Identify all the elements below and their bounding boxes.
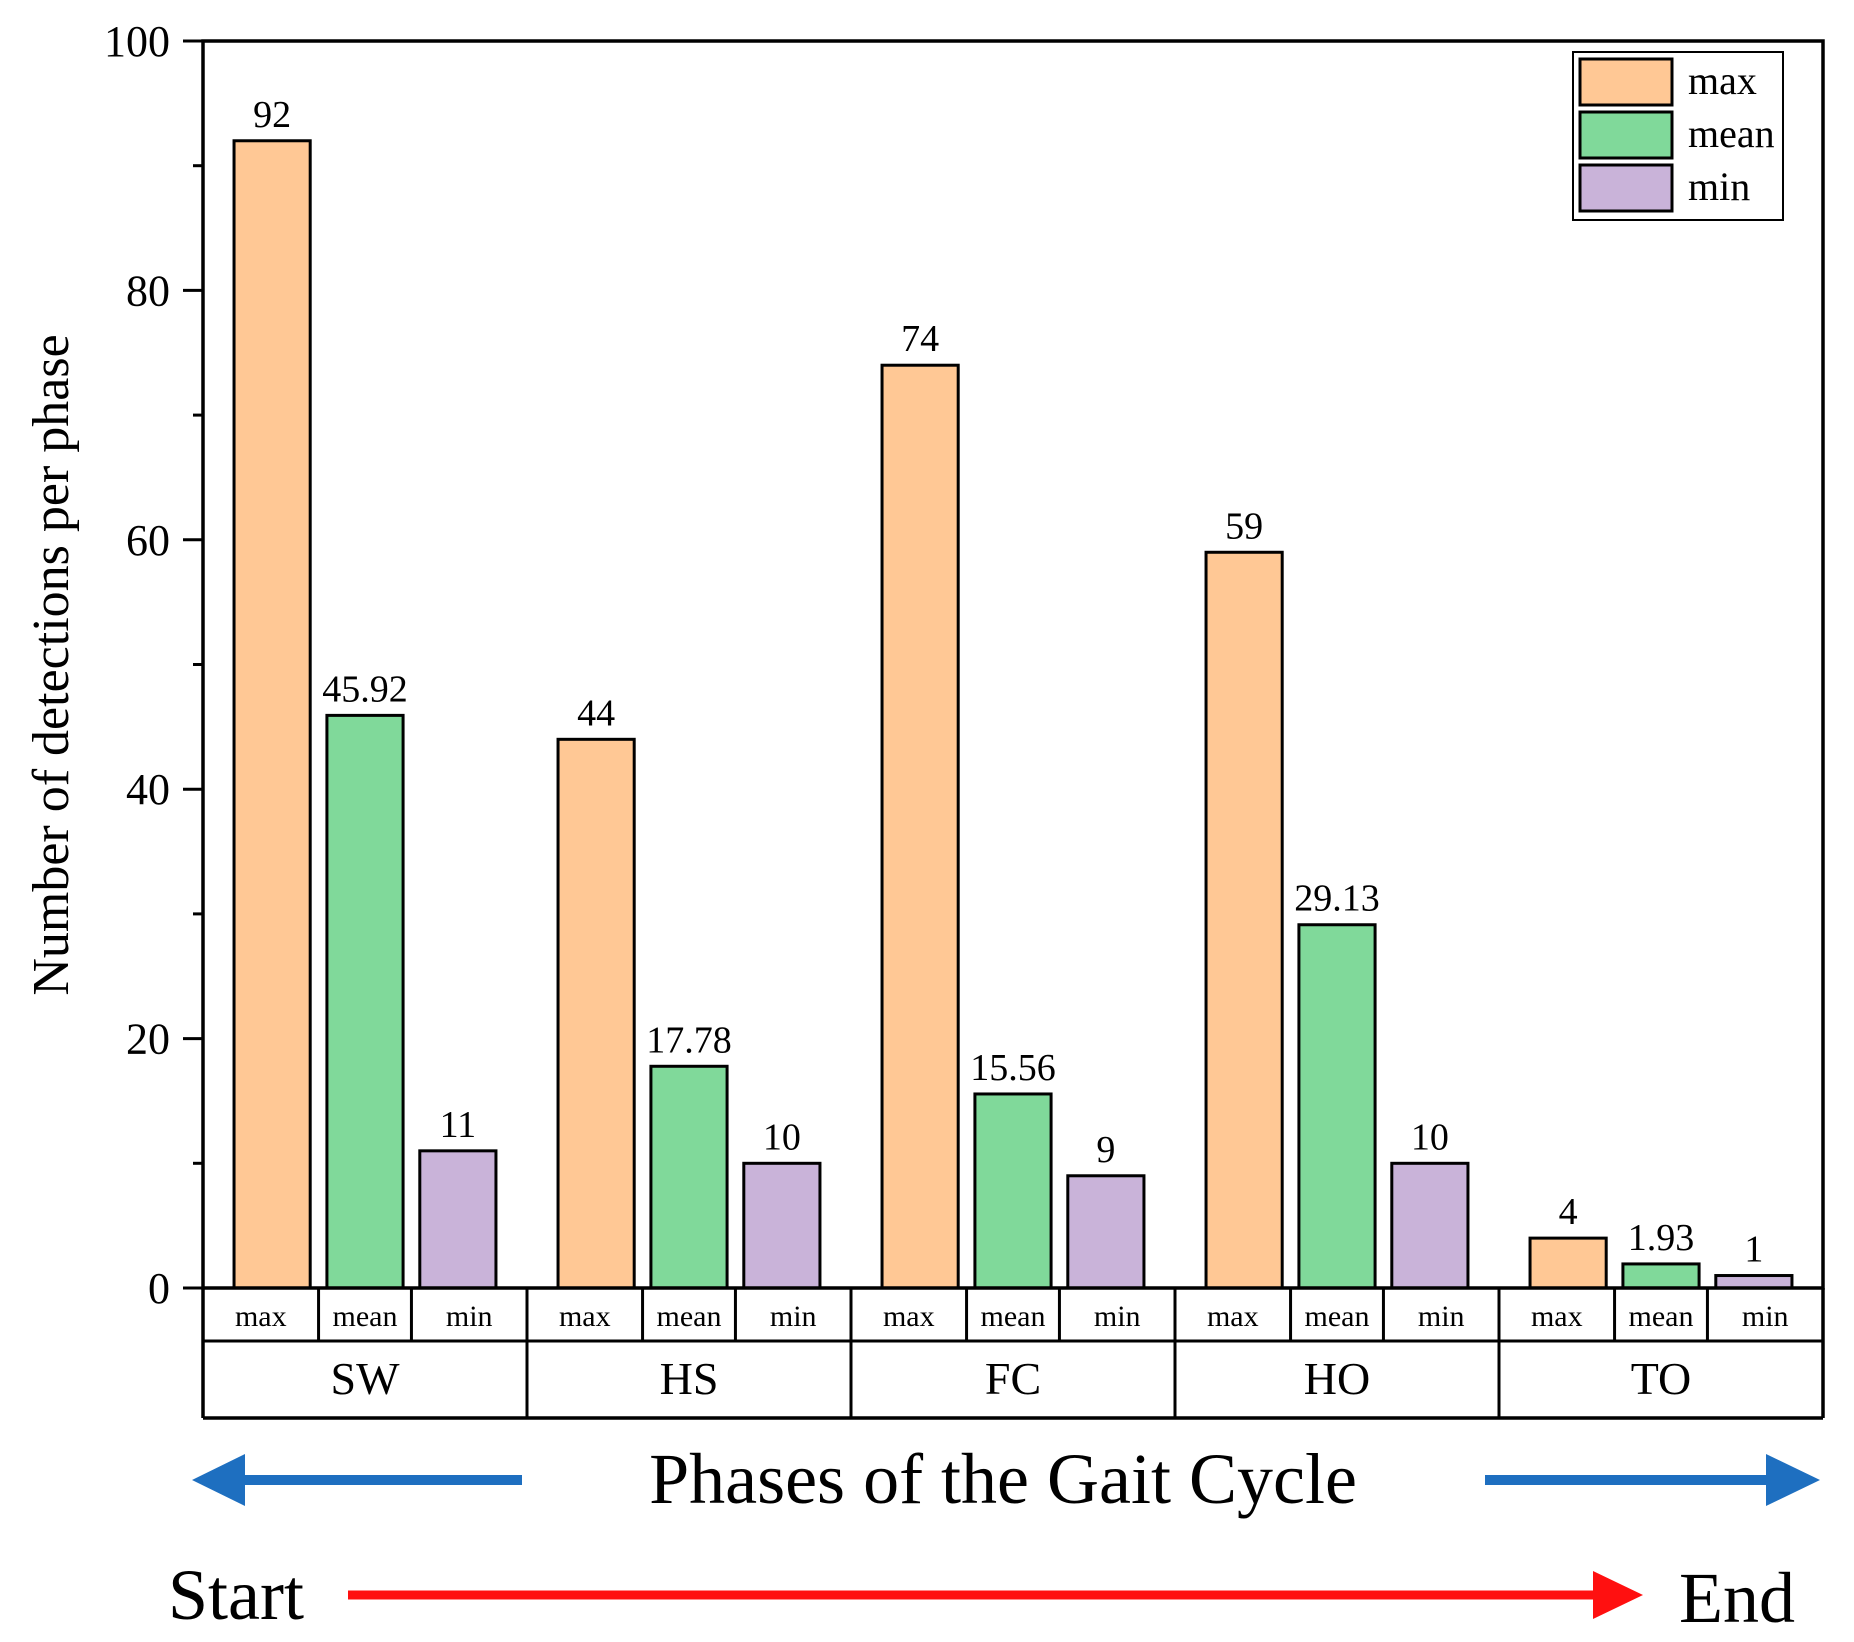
bar-value-label: 15.56: [970, 1047, 1056, 1089]
bar-value-label: 17.78: [646, 1019, 732, 1061]
bar-value-label: 29.13: [1294, 878, 1380, 920]
bar-value-label: 44: [577, 692, 615, 734]
legend-label-min: min: [1688, 164, 1750, 209]
red-arrow-head: [1593, 1571, 1643, 1619]
bar-max-fc: [880, 363, 960, 1290]
x-axis-title-row: Phases of the Gait Cycle: [192, 1439, 1820, 1519]
bar-value-label: 1: [1744, 1229, 1763, 1271]
right-blue-arrow-head: [1766, 1454, 1820, 1506]
legend-label-max: max: [1688, 58, 1757, 103]
bar-value-label: 1.93: [1628, 1217, 1695, 1259]
table-sub-label: min: [1094, 1300, 1141, 1333]
bar-value-label: 10: [763, 1116, 801, 1158]
legend-label-mean: mean: [1688, 111, 1775, 156]
bar-value-label: 45.92: [322, 668, 408, 710]
bar-min-sw: [418, 1149, 498, 1290]
table-category-label: SW: [331, 1353, 401, 1404]
x-category-table: max mean min SW max mean min HS max mean min FC max m…: [201, 1288, 1825, 1420]
bar-mean-fc: [973, 1092, 1053, 1290]
bar-max-hs: [556, 737, 636, 1290]
table-sub-label: mean: [333, 1300, 398, 1333]
legend-swatch-max: [1578, 57, 1674, 107]
table-sub-label: max: [883, 1300, 935, 1333]
end-label: End: [1679, 1558, 1795, 1638]
table-sub-label: max: [1531, 1300, 1583, 1333]
y-tick-label: 80: [126, 266, 170, 315]
table-category-label: HS: [660, 1353, 719, 1404]
bar-max-ho: [1204, 550, 1284, 1290]
y-axis-title: Number of detections per phase: [23, 334, 80, 995]
table-sub-label: min: [1418, 1300, 1465, 1333]
left-blue-arrow-head: [192, 1454, 245, 1506]
bar-mean-sw: [325, 713, 405, 1290]
bar-value-label: 92: [253, 94, 291, 136]
table-sub-label: min: [770, 1300, 817, 1333]
bar-labels-layer: 92 45.92 11 44 17.78 10 74 15.56 9 59 29.13 10 4 1.93…: [253, 94, 1763, 1271]
legend: max mean min: [1572, 51, 1784, 221]
bar-value-label: 10: [1411, 1116, 1449, 1158]
y-tick-label: 60: [126, 516, 170, 565]
start-end-row: Start End: [168, 1555, 1795, 1638]
bar-max-to: [1528, 1236, 1608, 1290]
bar-min-hs: [742, 1161, 822, 1290]
y-tick-label: 20: [126, 1015, 170, 1064]
legend-swatch-mean: [1578, 110, 1674, 160]
bar-mean-ho: [1297, 923, 1377, 1290]
bar-min-ho: [1390, 1161, 1470, 1290]
table-sub-label: max: [1207, 1300, 1259, 1333]
table-sub-label: mean: [981, 1300, 1046, 1333]
y-axis: 0 20 40 60 80 100: [104, 17, 203, 1313]
bar-max-sw: [232, 139, 312, 1290]
bar-value-label: 9: [1096, 1129, 1115, 1171]
y-tick-label: 0: [148, 1264, 170, 1313]
table-category-label: HO: [1304, 1353, 1370, 1404]
bar-value-label: 59: [1225, 505, 1263, 547]
bars-layer: [232, 139, 1794, 1290]
table-sub-label: mean: [657, 1300, 722, 1333]
y-tick-label: 40: [126, 765, 170, 814]
bar-value-label: 11: [440, 1104, 477, 1146]
table-sub-label: mean: [1305, 1300, 1370, 1333]
table-category-label: TO: [1631, 1353, 1692, 1404]
start-label: Start: [168, 1555, 304, 1635]
table-sub-label: max: [235, 1300, 287, 1333]
bar-mean-hs: [649, 1064, 729, 1290]
bar-mean-to: [1621, 1262, 1701, 1290]
table-sub-label: min: [1742, 1300, 1789, 1333]
x-axis-title: Phases of the Gait Cycle: [649, 1439, 1357, 1519]
bar-value-label: 74: [901, 318, 939, 360]
plot-frame: [201, 39, 1825, 1290]
table-sub-label: max: [559, 1300, 611, 1333]
bar-min-fc: [1066, 1174, 1146, 1290]
bar-value-label: 4: [1559, 1191, 1578, 1233]
legend-swatch-min: [1578, 163, 1674, 213]
y-tick-label: 100: [104, 17, 170, 66]
table-sub-label: min: [446, 1300, 493, 1333]
bar-min-to: [1714, 1274, 1794, 1290]
table-category-label: FC: [985, 1353, 1041, 1404]
table-sub-label: mean: [1629, 1300, 1694, 1333]
